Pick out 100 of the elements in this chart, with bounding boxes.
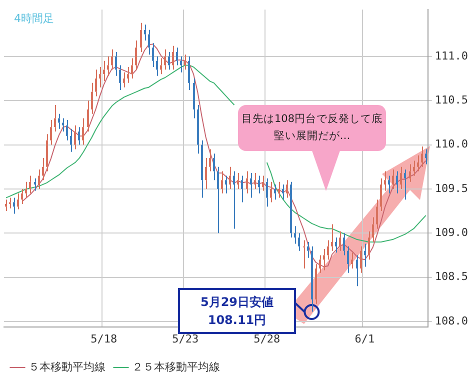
candlestick <box>250 172 252 198</box>
candlestick <box>140 22 142 53</box>
legend-label: ２５本移動平均線 <box>132 360 220 374</box>
candlestick <box>78 126 80 146</box>
candlestick <box>278 181 280 198</box>
y-tick-label: 111.0 <box>434 49 468 62</box>
candlestick <box>425 148 427 165</box>
candlestick <box>270 181 272 203</box>
candlestick <box>335 237 337 254</box>
candlestick <box>327 240 329 260</box>
candlestick <box>311 246 313 312</box>
candlestick <box>364 243 366 268</box>
candlestick <box>262 175 264 192</box>
y-tick-label: 109.0 <box>434 226 468 239</box>
chart-subtitle: 4時間足 <box>14 12 54 25</box>
candlestick <box>168 52 170 70</box>
candlestick <box>115 52 117 76</box>
candlestick <box>217 166 219 234</box>
candlestick <box>123 72 125 88</box>
candlestick <box>360 246 362 274</box>
candlestick <box>400 166 402 190</box>
candlestick <box>384 170 386 192</box>
candlestick <box>339 230 341 252</box>
callout-box: 5月29日安値 108.11円 <box>178 288 296 334</box>
candlestick <box>66 120 68 141</box>
candlestick <box>99 66 101 88</box>
candlestick <box>5 199 7 212</box>
candlestick <box>396 170 398 194</box>
candlestick <box>286 180 288 198</box>
y-tick-label: 110.0 <box>434 138 468 151</box>
candlestick <box>331 224 333 252</box>
candlestick <box>127 66 129 84</box>
candlestick <box>413 160 415 176</box>
candlestick <box>29 175 31 194</box>
candlestick <box>188 56 190 91</box>
candlestick <box>152 42 154 68</box>
candlestick <box>107 56 109 76</box>
candlestick <box>70 128 72 152</box>
candlestick <box>135 40 137 70</box>
candlestick <box>144 24 146 42</box>
candlestick <box>298 232 300 252</box>
candlestick <box>417 154 419 172</box>
candlestick <box>54 104 56 132</box>
candlestick <box>21 188 23 204</box>
candlestick <box>205 158 207 190</box>
candlestick <box>319 254 321 274</box>
candlestick <box>404 169 406 200</box>
candlestick <box>356 254 358 287</box>
candlestick <box>221 170 223 194</box>
candlestick <box>58 113 60 130</box>
candlestick <box>13 197 15 214</box>
x-tick-label: 5/23 <box>172 332 199 346</box>
candlestick <box>229 166 231 190</box>
candlestick <box>213 153 215 181</box>
candlestick <box>148 29 150 56</box>
candlestick <box>246 170 248 194</box>
candlestick <box>91 82 93 114</box>
candlestick <box>290 181 292 238</box>
candlestick <box>388 175 390 194</box>
candlestick <box>119 64 121 91</box>
candlestick <box>307 241 309 258</box>
candlestick <box>87 100 89 132</box>
candlestick <box>409 164 411 182</box>
candlestick <box>50 120 52 146</box>
candlestick <box>303 240 305 269</box>
candlestick <box>294 226 296 244</box>
candlestick <box>323 248 325 271</box>
y-tick-label: 108.0 <box>434 314 468 328</box>
candlestick <box>9 197 11 209</box>
candlestick <box>368 230 370 260</box>
candlestick <box>95 69 97 97</box>
legend-label: ５本移動平均線 <box>28 360 106 374</box>
candlestick <box>46 134 48 172</box>
candlestick <box>347 246 349 274</box>
candlestick <box>380 178 382 212</box>
candlestick <box>131 58 133 80</box>
candlestick <box>197 104 199 154</box>
candlestick <box>351 252 353 269</box>
y-tick-label: 109.5 <box>434 182 468 195</box>
candlestick <box>193 78 195 119</box>
candlestick <box>315 264 317 304</box>
candlestick <box>225 175 227 194</box>
candlestick <box>233 170 235 230</box>
y-tick-label: 110.5 <box>434 93 468 106</box>
candlestick <box>254 172 256 190</box>
candlestick <box>34 178 36 192</box>
candlestick <box>111 48 113 70</box>
x-tick-label: 6/1 <box>354 332 375 346</box>
x-tick-label: 5/18 <box>90 332 118 346</box>
candlestick <box>421 146 423 168</box>
candlestick <box>392 169 394 190</box>
candlestick <box>184 54 186 70</box>
candlestick <box>209 148 211 172</box>
candlestick <box>274 184 276 200</box>
candlestick <box>343 232 345 256</box>
candlestick <box>62 118 64 132</box>
candlestick <box>237 172 239 190</box>
candlestick <box>282 184 284 200</box>
candlestick <box>176 47 178 66</box>
candlestick <box>266 178 268 208</box>
